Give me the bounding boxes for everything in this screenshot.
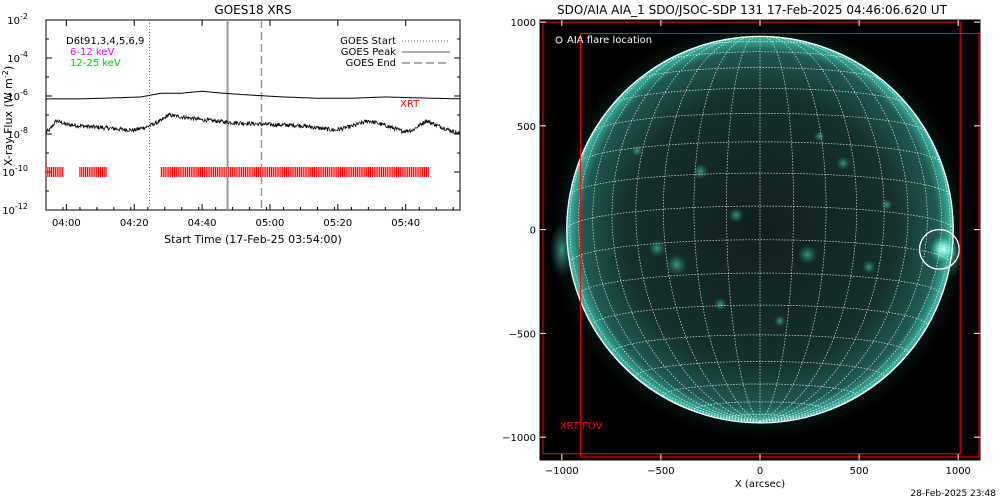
goes-y-tick-label: 10-10 bbox=[2, 164, 28, 179]
grid-latitude-line bbox=[637, 67, 883, 81]
solar-limb bbox=[566, 35, 954, 424]
active-region bbox=[692, 163, 709, 180]
aia-y-tick-label: −500 bbox=[509, 329, 536, 340]
grid-longitude-line bbox=[592, 40, 761, 422]
aia-x-tick-label: −1000 bbox=[545, 466, 579, 477]
active-region bbox=[713, 297, 728, 312]
grid-longitude-line bbox=[759, 36, 857, 422]
legend-high-energy-label: 12-25 keV bbox=[70, 58, 121, 69]
goes-x-tick-label: 05:40 bbox=[391, 218, 420, 229]
active-region bbox=[836, 156, 851, 171]
goes-ylabel: X-ray Flux (W m-2) bbox=[1, 66, 15, 166]
active-region bbox=[773, 314, 786, 327]
legend-goes-end: GOES End bbox=[346, 58, 396, 69]
xrt-fov-box-1 bbox=[580, 32, 980, 458]
grid-latitude-line bbox=[611, 334, 909, 353]
event-legend: GOES Start GOES Peak GOES End bbox=[340, 36, 450, 69]
aia-y-tick-label: 1000 bbox=[511, 18, 536, 29]
goes-y-tick-label: 10-2 bbox=[7, 12, 28, 27]
legend-goes-peak: GOES Peak bbox=[341, 47, 396, 58]
goes-y-tick-label: 10-8 bbox=[7, 126, 28, 141]
solar-disk bbox=[566, 36, 954, 423]
aia-x-tick-label: 500 bbox=[850, 466, 869, 477]
grid-latitude-line bbox=[578, 272, 942, 296]
goes-series-line-1 bbox=[46, 112, 460, 136]
grid-longitude-line bbox=[759, 46, 942, 422]
xrt-label: XRT bbox=[400, 99, 420, 110]
goes-xrs-panel: GOES18 XRS 10-2 10-4 10-6 10-8 10-10 10-12 04… bbox=[1, 3, 461, 246]
goes-x-axis: 04:00 04:20 04:40 05:00 05:20 05:40 bbox=[45, 20, 454, 229]
xrt-fov-box-0 bbox=[542, 21, 961, 455]
legend-low-energy-label: 6-12 keV bbox=[70, 47, 114, 58]
goes-title: GOES18 XRS bbox=[214, 3, 291, 17]
active-region bbox=[813, 130, 826, 142]
flare-legend-label: AIA flare location bbox=[567, 35, 652, 46]
goes-x-tick-label: 05:00 bbox=[256, 218, 285, 229]
active-region bbox=[665, 254, 688, 276]
aia-xlabel: X (arcsec) bbox=[735, 479, 785, 490]
aia-solar-image: XRT FOV AIA flare location bbox=[542, 20, 980, 458]
xrt-fov-label: XRT FOV bbox=[560, 421, 603, 432]
grid-latitude-line bbox=[593, 112, 927, 132]
aia-y-axis: 1000 500 0 −500 −1000 bbox=[502, 18, 980, 444]
aia-x-tick-label: 0 bbox=[757, 466, 763, 477]
aia-y-tick-label: 0 bbox=[530, 226, 536, 237]
goes-ylabel-main: X-ray Flux (W m bbox=[2, 78, 15, 166]
legend-goes-start: GOES Start bbox=[340, 36, 396, 47]
goes-ylabel-sup: -2 bbox=[1, 70, 10, 78]
aia-x-tick-label: 1000 bbox=[945, 466, 970, 477]
aia-y-tick-label: −1000 bbox=[502, 433, 536, 444]
goes-y-tick-label: 10-12 bbox=[2, 202, 28, 217]
goes-plot-area bbox=[46, 20, 460, 210]
aia-title: SDO/AIA AIA_1 SDO/JSOC-SDP 131 17-Feb-20… bbox=[557, 3, 948, 17]
goes-series-line-0 bbox=[46, 90, 460, 100]
flare-legend-marker bbox=[555, 36, 563, 44]
goes-y-tick-label: 10-4 bbox=[7, 50, 28, 65]
goes-ylabel-close: ) bbox=[2, 66, 15, 70]
goes-x-tick-label: 04:20 bbox=[120, 218, 149, 229]
active-region bbox=[728, 207, 745, 224]
aia-image-panel: SDO/AIA AIA_1 SDO/JSOC-SDP 131 17-Feb-20… bbox=[502, 3, 981, 490]
active-region bbox=[880, 198, 893, 211]
aia-x-axis: −1000 −500 0 500 1000 bbox=[545, 20, 971, 477]
legend-detector-label: D6t91,3,4,5,6,9 bbox=[66, 36, 144, 47]
grid-longitude-line bbox=[759, 71, 951, 422]
grid-longitude-line bbox=[759, 40, 928, 422]
goes-xlabel: Start Time (17-Feb-25 03:54:00) bbox=[164, 233, 342, 246]
grid-longitude-line bbox=[578, 46, 761, 422]
grid-latitude-line bbox=[592, 304, 928, 326]
active-region bbox=[862, 260, 876, 274]
grid-longitude-line bbox=[663, 36, 761, 422]
active-region bbox=[631, 144, 644, 157]
active-region bbox=[648, 239, 666, 258]
goes-y-tick-label: 10-6 bbox=[7, 88, 28, 103]
grid-latitude-line bbox=[693, 401, 827, 410]
aia-x-tick-label: −500 bbox=[647, 466, 674, 477]
goes-x-tick-label: 04:00 bbox=[52, 218, 81, 229]
active-region bbox=[797, 244, 818, 265]
grid-longitude-line bbox=[569, 71, 761, 422]
goes-x-tick-label: 04:40 bbox=[188, 218, 217, 229]
flare-bright-spot bbox=[929, 235, 958, 264]
limb-glow-east bbox=[549, 222, 574, 279]
footer-timestamp: 28-Feb-2025 23:48 bbox=[910, 489, 996, 499]
heliographic-grid bbox=[566, 36, 954, 422]
flare-location-circle bbox=[918, 228, 960, 270]
grid-longitude-line bbox=[759, 37, 885, 422]
goes-x-tick-label: 05:20 bbox=[323, 218, 352, 229]
grid-longitude-line bbox=[635, 37, 761, 422]
aia-y-tick-label: 500 bbox=[517, 122, 536, 133]
grid-latitude-line bbox=[569, 172, 951, 196]
